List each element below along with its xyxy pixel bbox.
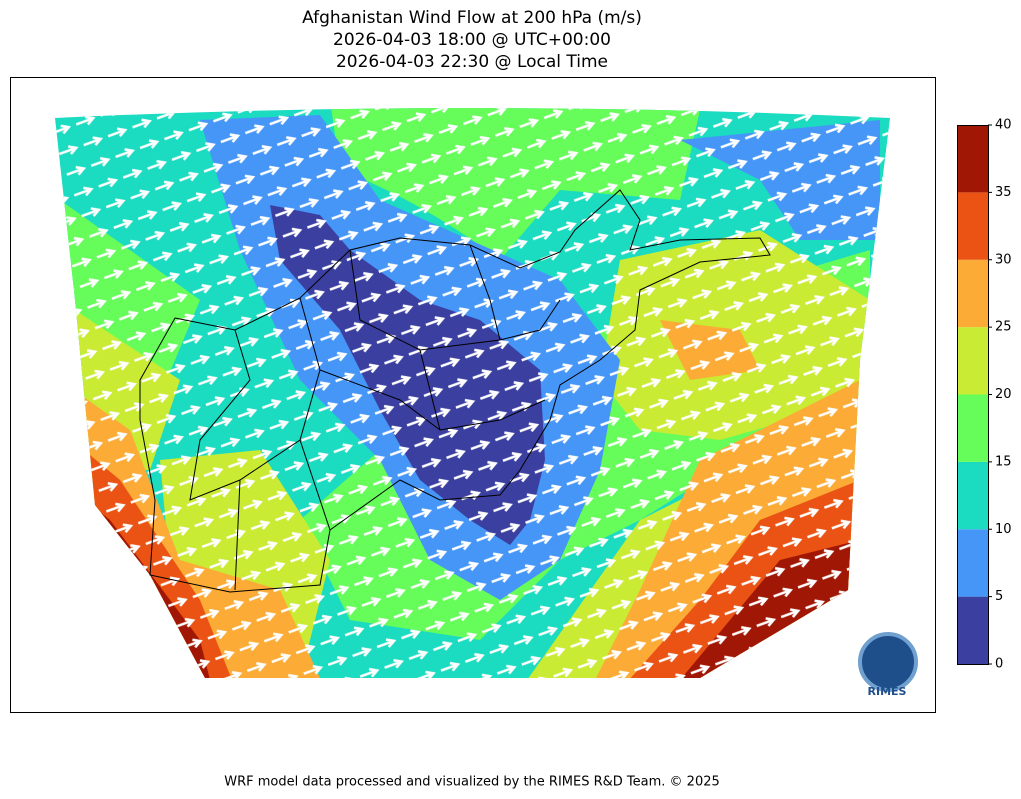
borders bbox=[139, 189, 771, 593]
title-line: 2026-04-03 22:30 @ Local Time bbox=[336, 52, 608, 72]
logo: RIMES bbox=[858, 632, 918, 698]
colorbar-tick-label: 30 bbox=[995, 252, 1012, 267]
colorbar-tick-label: 15 bbox=[995, 454, 1012, 469]
logo-badge bbox=[858, 632, 918, 692]
colorbar-segment bbox=[957, 596, 988, 664]
wind-arrows bbox=[55, 108, 890, 678]
colorbar-segment bbox=[957, 461, 988, 530]
colorbar-tick-label: 35 bbox=[995, 185, 1012, 200]
colorbar-segment bbox=[957, 125, 988, 193]
colorbar: 0 5 10 15 20 25 30 35 40 bbox=[957, 118, 1012, 672]
colorbar-tick-label: 25 bbox=[995, 320, 1012, 335]
colorbar-segment bbox=[957, 529, 988, 597]
colorbar-segment bbox=[957, 259, 988, 328]
title-line: 2026-04-03 18:00 @ UTC+00:00 bbox=[333, 30, 611, 50]
colorbar-tick-label: 0 bbox=[995, 657, 1003, 672]
map-frame bbox=[10, 77, 936, 713]
footer: WRF model data processed and visualized … bbox=[224, 775, 720, 790]
colorbar-tick-label: 10 bbox=[995, 522, 1012, 537]
title-line: Afghanistan Wind Flow at 200 hPa (m/s) bbox=[302, 8, 642, 28]
colorbar-segment bbox=[957, 327, 988, 395]
colorbar-tick-label: 5 bbox=[995, 589, 1003, 604]
logo-text: RIMES bbox=[868, 685, 907, 698]
colorbar-tick-label: 20 bbox=[995, 387, 1012, 402]
colorbar-segment bbox=[957, 394, 988, 462]
map-field bbox=[55, 108, 890, 678]
colorbar-tick-label: 40 bbox=[995, 118, 1012, 133]
colorbar-segment bbox=[957, 192, 988, 260]
